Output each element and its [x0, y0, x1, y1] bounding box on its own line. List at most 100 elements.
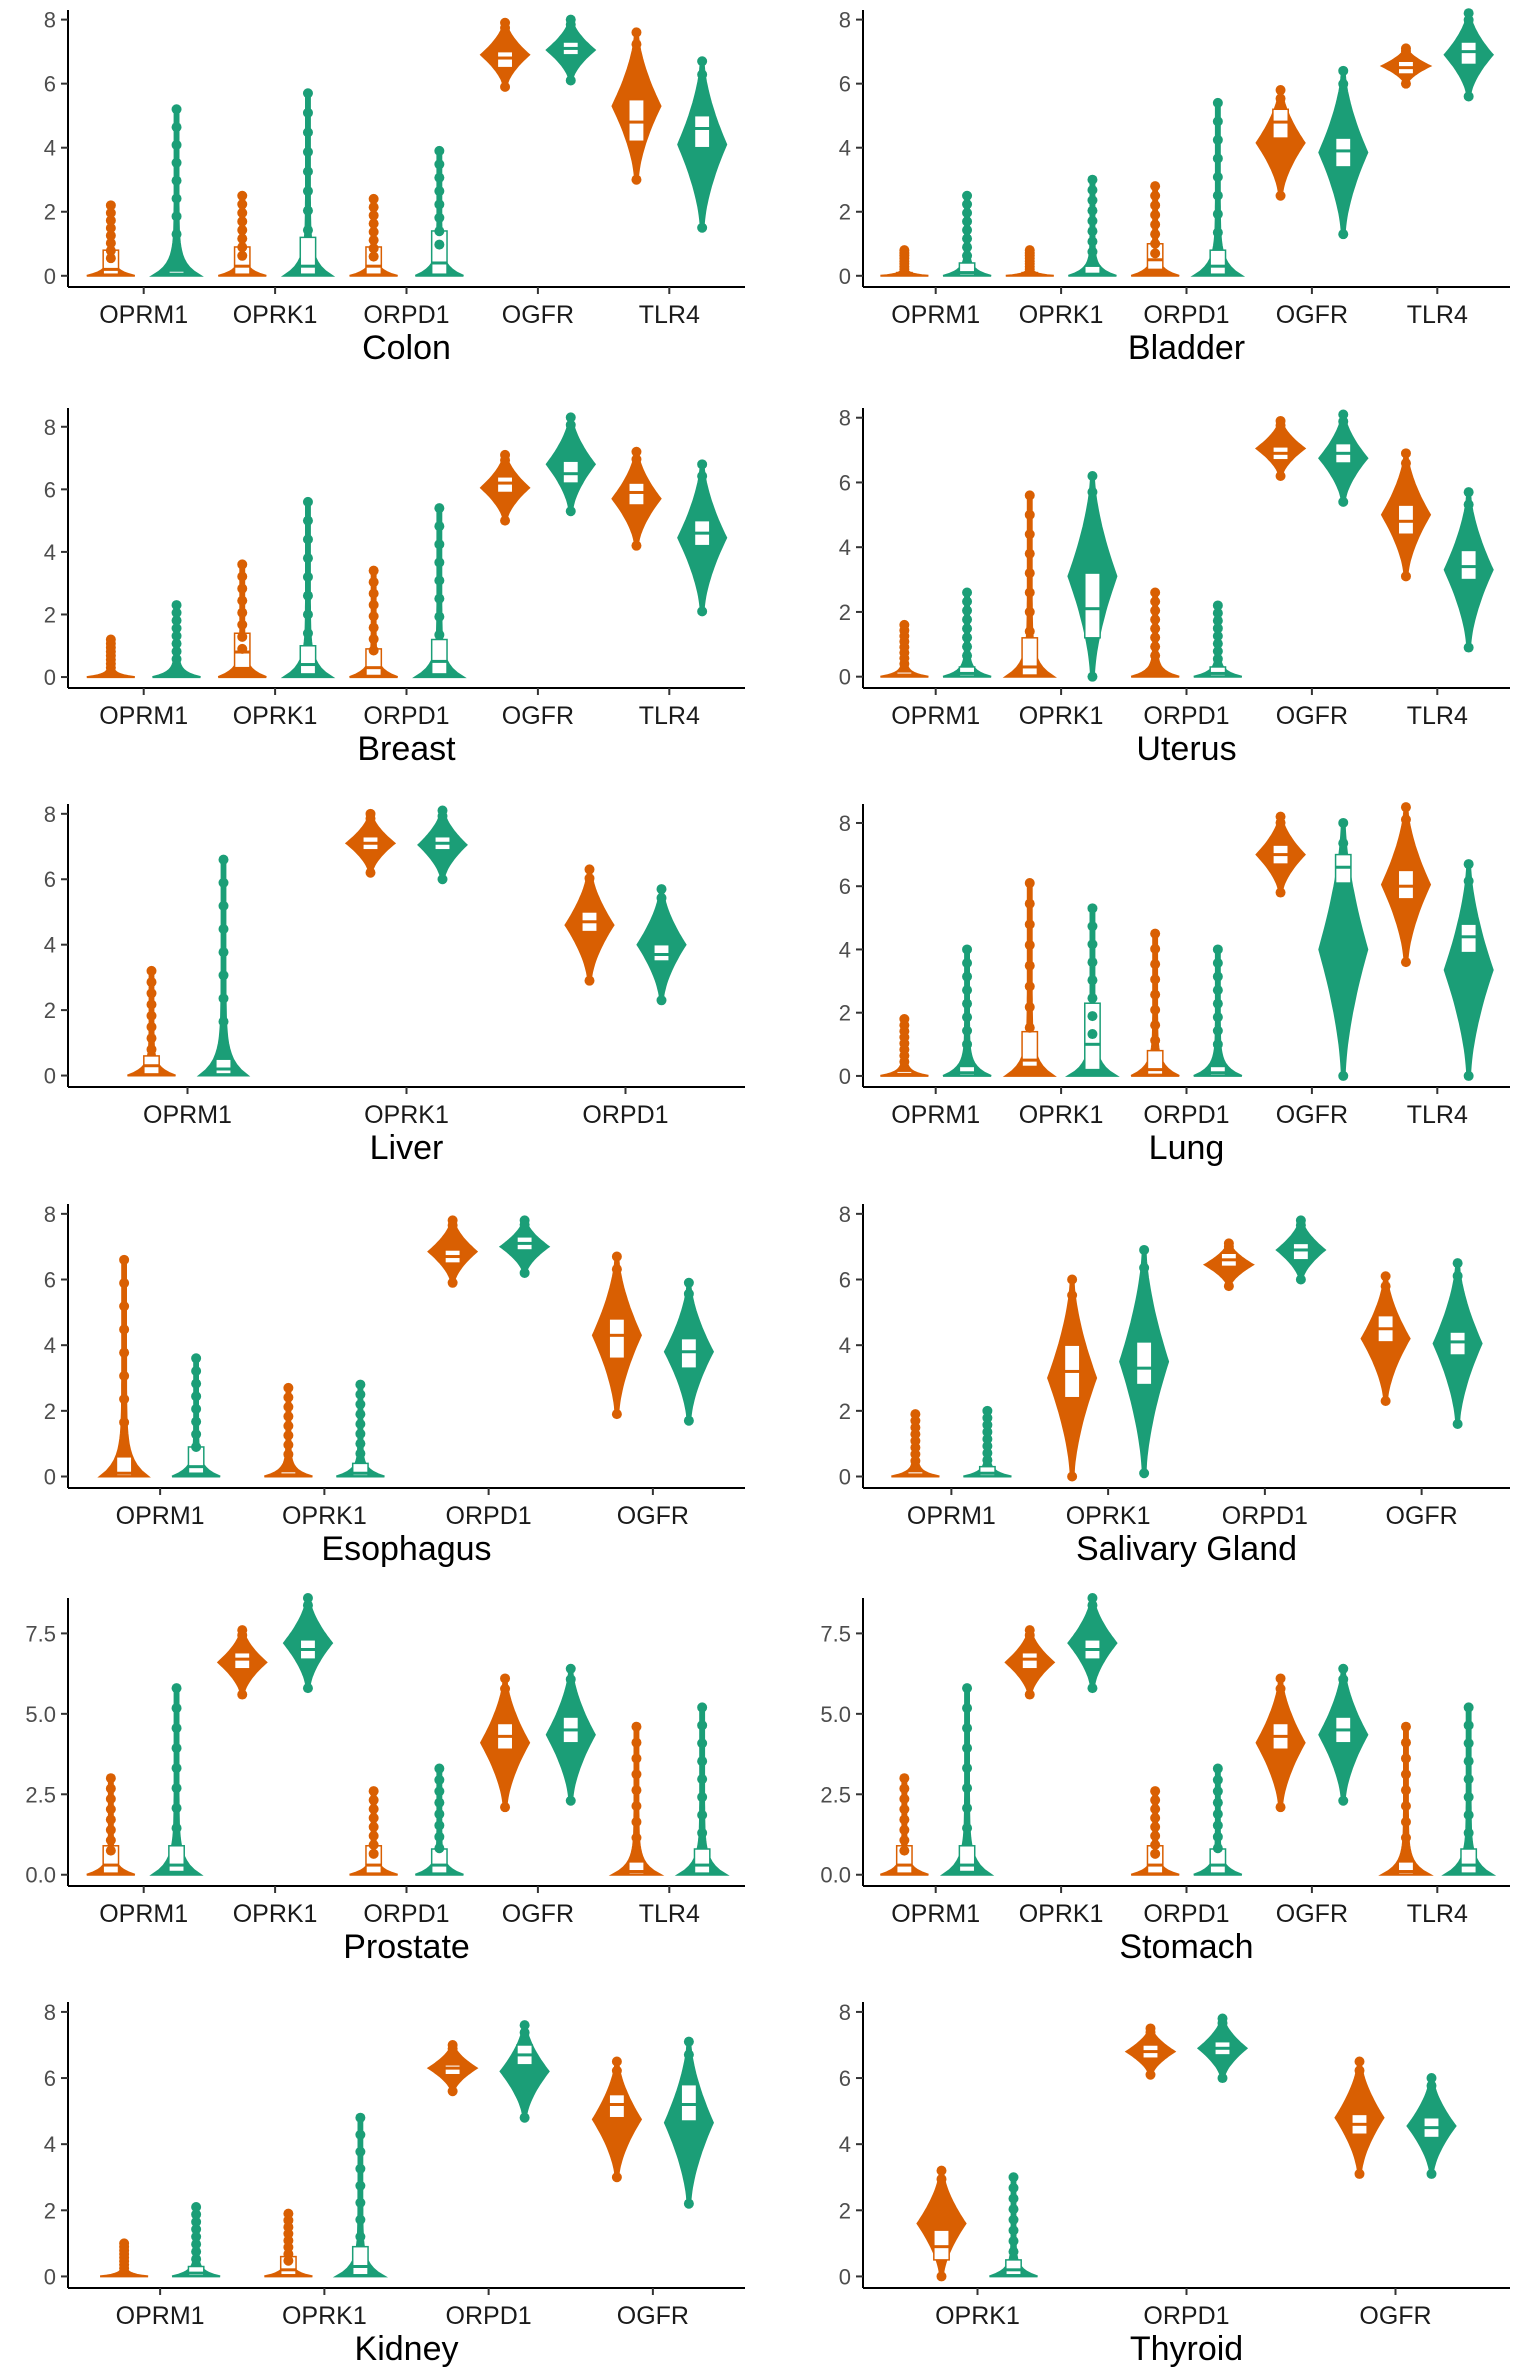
outlier-normal — [434, 186, 445, 197]
panel-uterus: 0 2 4 6 8 OPRM1 OPRK1 ORPD1 OGFR TLR4 Uterus — [839, 406, 1510, 768]
outlier-normal — [171, 104, 182, 115]
outlier-tumor — [368, 1821, 379, 1832]
outlier-normal — [302, 515, 313, 526]
outlier-normal — [1212, 638, 1223, 649]
outlier-tumor — [1400, 1785, 1411, 1796]
outlier-tumor — [368, 565, 379, 576]
outlier-tumor — [1400, 814, 1411, 825]
outlier-normal — [962, 587, 973, 598]
y-tick-label: 0 — [839, 665, 851, 690]
outlier-tumor — [237, 571, 248, 582]
x-tick-label: ORPD1 — [1143, 2302, 1229, 2330]
x-tick-label: OGFR — [1276, 702, 1348, 730]
outlier-normal — [434, 1774, 445, 1785]
outlier-tumor — [899, 1835, 910, 1846]
outlier-normal — [1008, 2225, 1019, 2236]
outlier-normal — [982, 1448, 993, 1459]
outlier-tumor — [146, 999, 157, 1010]
outlier-tumor — [368, 588, 379, 599]
box-normal — [1135, 1341, 1153, 1386]
x-tick-label: ORPD1 — [363, 702, 449, 730]
outlier-tumor — [1400, 1721, 1411, 1732]
outlier-tumor — [283, 1430, 294, 1441]
y-tick-label: 4 — [44, 136, 56, 161]
outlier-normal — [218, 900, 229, 911]
outlier-normal — [683, 1277, 694, 1288]
outlier-normal — [355, 1448, 366, 1459]
outlier-normal — [1217, 2018, 1228, 2029]
outlier-normal — [1087, 1011, 1098, 1022]
panel-thyroid: 0 2 4 6 8 OPRK1 ORPD1 OGFR Thyroid — [839, 2000, 1510, 2368]
outlier-tumor — [500, 1673, 511, 1684]
box-normal — [653, 943, 670, 962]
outlier-tumor — [1354, 2065, 1365, 2076]
outlier-tumor — [119, 1254, 130, 1265]
outlier-tumor — [119, 1370, 130, 1381]
outlier-tumor — [105, 253, 116, 264]
x-tick-label: ORPD1 — [1143, 1101, 1229, 1129]
outlier-normal — [1139, 1244, 1150, 1255]
outlier-normal — [1426, 2080, 1437, 2091]
outlier-normal — [1212, 944, 1223, 955]
x-tick-label: TLR4 — [1407, 1900, 1468, 1928]
outlier-normal — [1426, 2073, 1437, 2084]
outlier-tumor — [1150, 1804, 1161, 1815]
outlier-normal — [191, 1403, 202, 1414]
y-tick-label: 4 — [44, 2132, 56, 2157]
outlier-normal — [302, 496, 313, 507]
outlier-normal — [191, 2201, 202, 2212]
outlier-normal — [1212, 985, 1223, 996]
outlier-normal — [962, 958, 973, 969]
outlier-normal — [1008, 2204, 1019, 2215]
outlier-normal — [1212, 600, 1223, 611]
y-tick-label: 0.0 — [820, 1863, 851, 1888]
outlier-tumor — [631, 1753, 642, 1764]
outlier-normal — [1087, 671, 1098, 682]
outlier-normal — [434, 575, 445, 586]
box-normal — [958, 666, 976, 677]
y-tick-label: 4 — [44, 540, 56, 565]
outlier-normal — [355, 1418, 366, 1429]
outlier-normal — [1087, 246, 1098, 257]
outlier-normal — [962, 596, 973, 607]
outlier-normal — [302, 553, 313, 564]
outlier-normal — [1212, 646, 1223, 657]
outlier-normal — [656, 892, 667, 903]
outlier-tumor — [105, 238, 116, 249]
y-tick-label: 4 — [839, 1333, 851, 1358]
box-normal — [1334, 853, 1352, 884]
x-tick-label: ORPD1 — [582, 1101, 668, 1129]
outlier-tumor — [105, 634, 116, 645]
x-tick-label: OPRM1 — [116, 1502, 205, 1530]
outlier-tumor — [105, 1804, 116, 1815]
outlier-tumor — [283, 1449, 294, 1460]
x-tick-label: TLR4 — [1407, 301, 1468, 329]
outlier-normal — [982, 1405, 993, 1416]
outlier-normal — [1463, 1792, 1474, 1803]
x-tick-label: OPRM1 — [891, 1900, 980, 1928]
outlier-tumor — [1150, 1035, 1161, 1046]
outlier-tumor — [365, 813, 376, 824]
violin-tumor — [1378, 1725, 1434, 1876]
outlier-tumor — [105, 222, 116, 233]
outlier-tumor — [1150, 641, 1161, 652]
panel-title: Prostate — [343, 1928, 470, 1966]
outlier-tumor — [631, 1832, 642, 1843]
outlier-tumor — [1024, 940, 1035, 951]
outlier-tumor — [237, 216, 248, 227]
y-tick-label: 8 — [44, 2000, 56, 2025]
outlier-tumor — [1150, 238, 1161, 249]
box-normal — [1292, 1242, 1310, 1261]
outlier-tumor — [899, 1824, 910, 1835]
x-tick-label: OPRM1 — [891, 1101, 980, 1129]
outlier-tumor — [368, 1786, 379, 1797]
panel-stomach: 0.0 2.5 5.0 7.5 OPRM1 OPRK1 ORPD1 OGFR TLR4 Stoma… — [820, 1593, 1510, 1966]
outlier-tumor — [1067, 1274, 1078, 1285]
outlier-tumor — [119, 1278, 130, 1289]
box-tumor — [608, 2093, 626, 2119]
outlier-tumor — [1145, 2027, 1156, 2038]
outlier-normal — [962, 623, 973, 634]
y-tick-label: 6 — [839, 1268, 851, 1293]
y-tick-label: 0 — [839, 1064, 851, 1089]
